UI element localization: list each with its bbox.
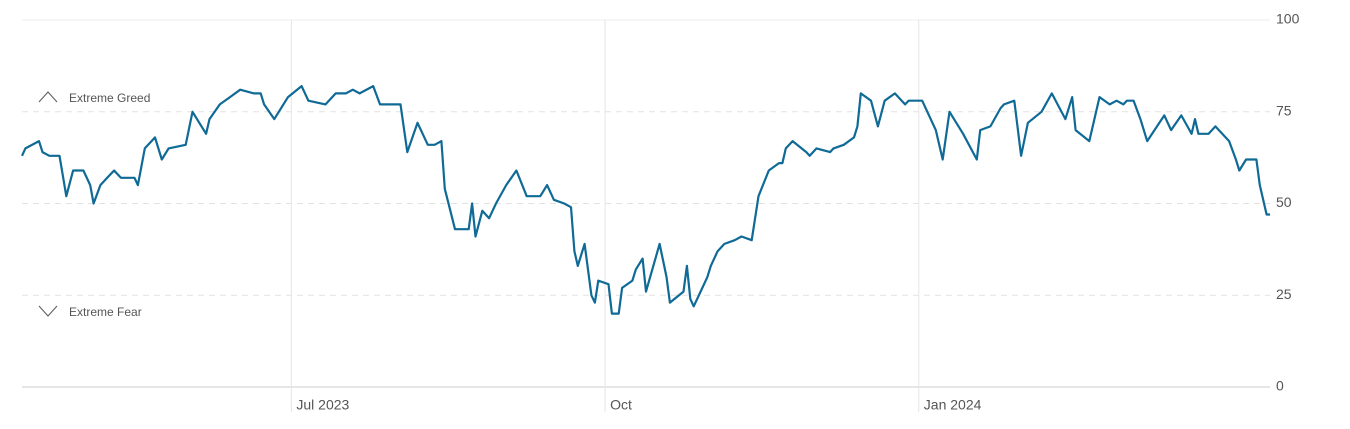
extreme-greed-marker: Extreme Greed [38, 91, 150, 105]
y-tick-label: 100 [1276, 11, 1300, 27]
up-chevron [38, 91, 58, 103]
down-chevron [38, 305, 58, 317]
annotation: Extreme Fear [69, 305, 142, 319]
x-tick-label: Jul 2023 [296, 397, 349, 413]
y-tick-label: 0 [1276, 378, 1284, 394]
y-tick-label: 75 [1276, 102, 1292, 118]
x-tick-label: Oct [610, 397, 632, 413]
y-tick-label: 50 [1276, 194, 1292, 210]
line-series [21, 85, 1270, 315]
x-tick-label: Jan 2024 [924, 397, 982, 413]
annotation: Extreme Greed [69, 91, 150, 105]
y-tick-label: 25 [1276, 286, 1292, 302]
extreme-fear-marker: Extreme Fear [38, 305, 142, 319]
